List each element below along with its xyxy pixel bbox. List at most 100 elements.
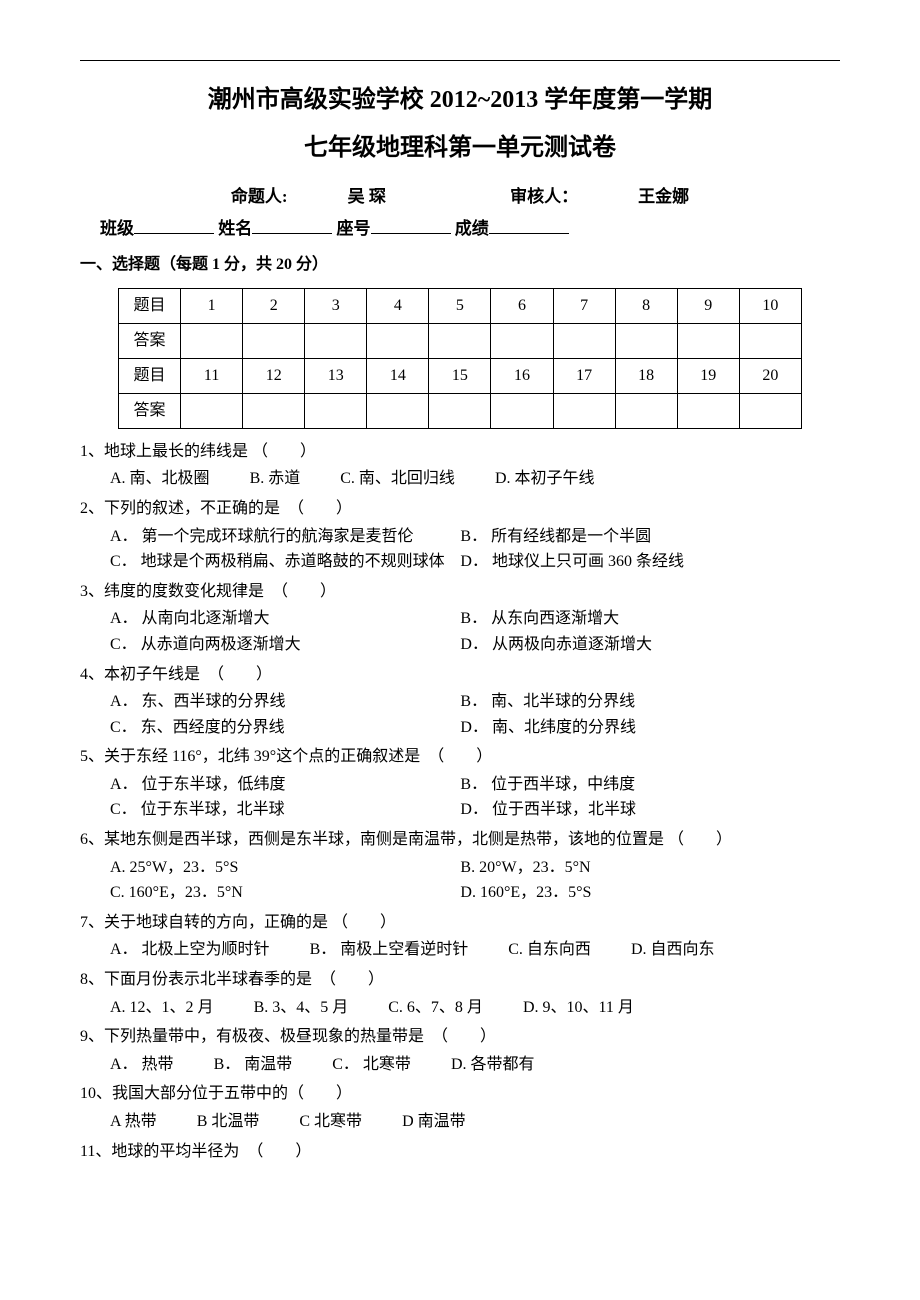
question-options: A． 第一个完成环球航行的航海家是麦哲伦B． 所有经线都是一个半圆C． 地球是个… bbox=[80, 524, 840, 575]
option: A． 从南向北逐渐增大 bbox=[110, 606, 460, 632]
question-text: 1、地球上最长的纬线是 （ ） bbox=[80, 439, 840, 465]
grid-row-a1: 答案 bbox=[119, 323, 802, 358]
question-1: 1、地球上最长的纬线是 （ ）A. 南、北极圈B. 赤道C. 南、北回归线D. … bbox=[80, 439, 840, 492]
option: D． 从两极向赤道逐渐增大 bbox=[460, 632, 810, 658]
question-text: 3、纬度的度数变化规律是 （ ） bbox=[80, 579, 840, 605]
question-11: 11、地球的平均半径为 （ ） bbox=[80, 1139, 840, 1165]
option: A． 东、西半球的分界线 bbox=[110, 689, 460, 715]
option: B. 赤道 bbox=[250, 466, 301, 492]
question-text: 5、关于东经 116°，北纬 39°这个点的正确叙述是 （ ） bbox=[80, 744, 840, 770]
grid-cell: 16 bbox=[491, 358, 553, 393]
option: A. 25°W，23．5°S bbox=[110, 855, 460, 881]
option: A． 第一个完成环球航行的航海家是麦哲伦 bbox=[110, 524, 460, 550]
grid-cell: 3 bbox=[305, 288, 367, 323]
grid-cell: 11 bbox=[181, 358, 243, 393]
author-line: 命题人:吴 琛 审核人：王金娜 bbox=[80, 183, 840, 210]
grid-cell: 12 bbox=[243, 358, 305, 393]
option: B． 从东向西逐渐增大 bbox=[460, 606, 810, 632]
option: D. 各带都有 bbox=[451, 1052, 535, 1078]
seat-blank[interactable] bbox=[371, 216, 451, 234]
seat-label: 座号 bbox=[337, 219, 371, 238]
grid-answer-cell[interactable] bbox=[739, 393, 801, 428]
questions-container: 1、地球上最长的纬线是 （ ）A. 南、北极圈 B. 赤道 C. 南、北回归线 D. … bbox=[80, 439, 840, 1164]
option: C. 6、7、8 月 bbox=[388, 995, 483, 1021]
option-row: C． 东、西经度的分界线D． 南、北纬度的分界线 bbox=[110, 715, 840, 741]
option: D． 地球仪上只可画 360 条经线 bbox=[460, 549, 810, 575]
option: D． 南、北纬度的分界线 bbox=[460, 715, 810, 741]
grid-cell: 8 bbox=[615, 288, 677, 323]
question-8: 8、下面月份表示北半球春季的是 （ ）A. 12、1、2 月B. 3、4、5 月… bbox=[80, 967, 840, 1020]
option-row: C. 160°E，23．5°ND. 160°E，23．5°S bbox=[110, 880, 840, 906]
grid-answer-cell[interactable] bbox=[491, 393, 553, 428]
answer-grid: 题目 1 2 3 4 5 6 7 8 9 10 答案 题目 11 12 13 1… bbox=[118, 288, 802, 429]
grid-cell: 14 bbox=[367, 358, 429, 393]
option: A. 12、1、2 月 bbox=[110, 995, 214, 1021]
question-text: 11、地球的平均半径为 （ ） bbox=[80, 1139, 840, 1165]
grid-answer-cell[interactable] bbox=[491, 323, 553, 358]
name-blank[interactable] bbox=[252, 216, 332, 234]
question-9: 9、下列热量带中，有极夜、极昼现象的热量带是 （ ）A． 热带B． 南温带C． … bbox=[80, 1024, 840, 1077]
grid-answer-cell[interactable] bbox=[615, 393, 677, 428]
option: C． 北寒带 bbox=[332, 1052, 411, 1078]
question-3: 3、纬度的度数变化规律是 （ ）A． 从南向北逐渐增大B． 从东向西逐渐增大C．… bbox=[80, 579, 840, 658]
title-main: 潮州市高级实验学校 2012~2013 学年度第一学期 bbox=[80, 81, 840, 119]
grid-cell: 7 bbox=[553, 288, 615, 323]
grid-answer-cell[interactable] bbox=[553, 323, 615, 358]
option: C． 东、西经度的分界线 bbox=[110, 715, 460, 741]
grid-answer-cell[interactable] bbox=[243, 323, 305, 358]
grid-cell: 4 bbox=[367, 288, 429, 323]
grid-answer-cell[interactable] bbox=[429, 323, 491, 358]
reviewer: 审核人：王金娜 bbox=[480, 183, 719, 210]
option: C． 位于东半球，北半球 bbox=[110, 797, 460, 823]
top-divider bbox=[80, 60, 840, 61]
option-row: C． 位于东半球，北半球D． 位于西半球，北半球 bbox=[110, 797, 840, 823]
class-label: 班级 bbox=[100, 219, 134, 238]
grid-cell: 1 bbox=[181, 288, 243, 323]
option: B. 3、4、5 月 bbox=[254, 995, 349, 1021]
option: C. 南、北回归线 bbox=[340, 466, 455, 492]
grid-answer-cell[interactable] bbox=[305, 393, 367, 428]
grid-answer-cell[interactable] bbox=[739, 323, 801, 358]
title-sub: 七年级地理科第一单元测试卷 bbox=[80, 129, 840, 167]
student-info-line: 班级 姓名 座号 成绩 bbox=[100, 215, 840, 242]
option: D 南温带 bbox=[402, 1109, 466, 1135]
grid-cell: 20 bbox=[739, 358, 801, 393]
option: D. 自西向东 bbox=[631, 937, 715, 963]
option: D. 9、10、11 月 bbox=[523, 995, 634, 1021]
question-text: 6、某地东侧是西半球，西侧是东半球，南侧是南温带，北侧是热带，该地的位置是 （ … bbox=[80, 827, 840, 853]
grid-cell: 10 bbox=[739, 288, 801, 323]
grid-answer-cell[interactable] bbox=[305, 323, 367, 358]
grid-row-q1: 题目 1 2 3 4 5 6 7 8 9 10 bbox=[119, 288, 802, 323]
grid-row-q2: 题目 11 12 13 14 15 16 17 18 19 20 bbox=[119, 358, 802, 393]
question-text: 4、本初子午线是 （ ） bbox=[80, 662, 840, 688]
grid-cell: 18 bbox=[615, 358, 677, 393]
grid-answer-cell[interactable] bbox=[615, 323, 677, 358]
grid-answer-cell[interactable] bbox=[367, 393, 429, 428]
question-text: 10、我国大部分位于五带中的（ ） bbox=[80, 1081, 840, 1107]
option: B． 南温带 bbox=[214, 1052, 293, 1078]
question-options: A． 热带B． 南温带C． 北寒带D. 各带都有 bbox=[80, 1052, 840, 1078]
grid-answer-cell[interactable] bbox=[429, 393, 491, 428]
grid-answer-cell[interactable] bbox=[677, 393, 739, 428]
grid-label-a: 答案 bbox=[119, 393, 181, 428]
grid-row-a2: 答案 bbox=[119, 393, 802, 428]
option: C． 地球是个两极稍扁、赤道略鼓的不规则球体 bbox=[110, 549, 460, 575]
grid-answer-cell[interactable] bbox=[367, 323, 429, 358]
option: D． 位于西半球，北半球 bbox=[460, 797, 810, 823]
question-options: A． 位于东半球，低纬度B． 位于西半球，中纬度C． 位于东半球，北半球D． 位… bbox=[80, 772, 840, 823]
option: A. 南、北极圈 bbox=[110, 466, 210, 492]
grid-answer-cell[interactable] bbox=[677, 323, 739, 358]
section-1-title: 一、选择题（每题 1 分，共 20 分） bbox=[80, 252, 840, 278]
question-options: A. 25°W，23．5°SB. 20°W，23．5°NC. 160°E，23．… bbox=[80, 855, 840, 906]
grid-answer-cell[interactable] bbox=[181, 323, 243, 358]
question-options: A. 12、1、2 月 B. 3、4、5 月 C. 6、7、8 月 D. 9、10、1… bbox=[80, 995, 840, 1021]
grid-cell: 6 bbox=[491, 288, 553, 323]
score-blank[interactable] bbox=[489, 216, 569, 234]
question-4: 4、本初子午线是 （ ）A． 东、西半球的分界线B． 南、北半球的分界线C． 东… bbox=[80, 662, 840, 741]
grid-answer-cell[interactable] bbox=[181, 393, 243, 428]
class-blank[interactable] bbox=[134, 216, 214, 234]
grid-answer-cell[interactable] bbox=[243, 393, 305, 428]
name-label: 姓名 bbox=[218, 219, 252, 238]
grid-answer-cell[interactable] bbox=[553, 393, 615, 428]
option: D. 160°E，23．5°S bbox=[460, 880, 810, 906]
